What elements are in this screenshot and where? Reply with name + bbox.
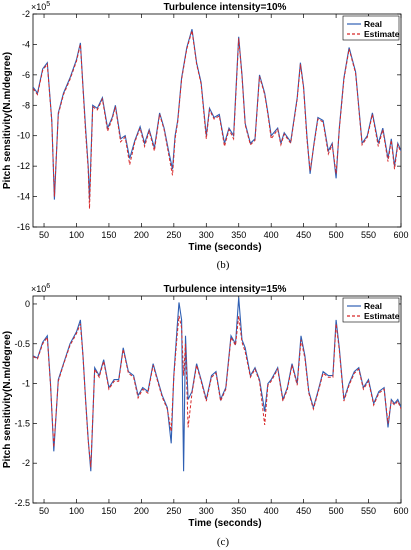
legend-box [342, 297, 400, 323]
x-tick-label: 500 [329, 506, 344, 516]
x-tick-label: 50 [39, 230, 49, 240]
figure-caption: (b) [217, 259, 230, 271]
y-tick-label: -0.5 [14, 339, 30, 349]
legend-label-real: Real [364, 19, 382, 29]
x-tick-label: 450 [296, 506, 311, 516]
x-tick-label: 50 [39, 506, 49, 516]
chart-2: 50 100 150 200 250 300 350 400 450 500 550 600 0 -0.5… [2, 283, 409, 548]
x-tick-label: 550 [361, 506, 376, 516]
y-tick-label: -6 [22, 70, 30, 80]
plot-area [32, 13, 402, 228]
series-estimate-line [33, 315, 401, 468]
x-tick-label: 400 [264, 230, 279, 240]
x-tick-label: 150 [101, 506, 116, 516]
x-tick-label: 550 [361, 230, 376, 240]
chart-1: 50 100 150 200 250 300 350 400 450 500 550 600 -2 -4 -… [2, 1, 409, 271]
y-tick-label: -2 [22, 9, 30, 19]
y-tick-label: -12 [17, 161, 30, 171]
plot-area [32, 295, 402, 504]
x-tick-label: 400 [264, 506, 279, 516]
legend-label-estimate: Estimate [364, 311, 400, 321]
x-tick-label: 600 [393, 230, 408, 240]
x-tick-label: 450 [296, 230, 311, 240]
chart-title: Turbulence intensity=15% [164, 284, 287, 295]
y-axis-label: Pitch sensitivity(N.m/degree) [2, 331, 13, 468]
y-exponent: 6 [46, 283, 50, 290]
x-tick-label: 300 [199, 506, 214, 516]
legend-box [342, 15, 400, 41]
x-tick-label: 250 [166, 230, 181, 240]
x-tick-label: 150 [101, 230, 116, 240]
y-tick-label: -1 [22, 379, 30, 389]
x-tick-label: 600 [393, 506, 408, 516]
y-tick-label: -1.5 [14, 418, 30, 428]
legend-label-real: Real [364, 301, 382, 311]
x-tick-label: 250 [166, 506, 181, 516]
series-estimate-line [33, 30, 401, 209]
y-tick-label: 0 [25, 299, 30, 309]
x-tick-label: 350 [231, 230, 246, 240]
y-tick-label: -2 [22, 458, 30, 468]
y-tick-label: -2.5 [14, 498, 30, 508]
legend-label-estimate: Estimate [364, 29, 400, 39]
x-axis-label: Time (seconds) [188, 518, 261, 529]
y-tick-label: -8 [22, 100, 30, 110]
x-axis-label: Time (seconds) [188, 242, 261, 253]
x-tick-label: 300 [199, 230, 214, 240]
x-tick-label: 200 [134, 506, 149, 516]
y-tick-label: -14 [17, 192, 30, 202]
y-exponent: 5 [46, 1, 50, 8]
y-tick-label: -16 [17, 222, 30, 232]
chart-title: Turbulence intensity=10% [164, 2, 287, 13]
y-axis-label: Pitch sensitivity(N.m/degree) [2, 52, 13, 189]
y-tick-label: -4 [22, 39, 30, 49]
x-tick-label: 100 [69, 506, 84, 516]
y-multiplier: ×105 [31, 1, 50, 12]
y-tick-label: -10 [17, 131, 30, 141]
figure-caption: (c) [217, 536, 230, 548]
x-tick-label: 500 [329, 230, 344, 240]
x-tick-label: 350 [231, 506, 246, 516]
x-tick-label: 200 [134, 230, 149, 240]
y-multiplier: ×106 [31, 283, 50, 294]
x-tick-label: 100 [69, 230, 84, 240]
